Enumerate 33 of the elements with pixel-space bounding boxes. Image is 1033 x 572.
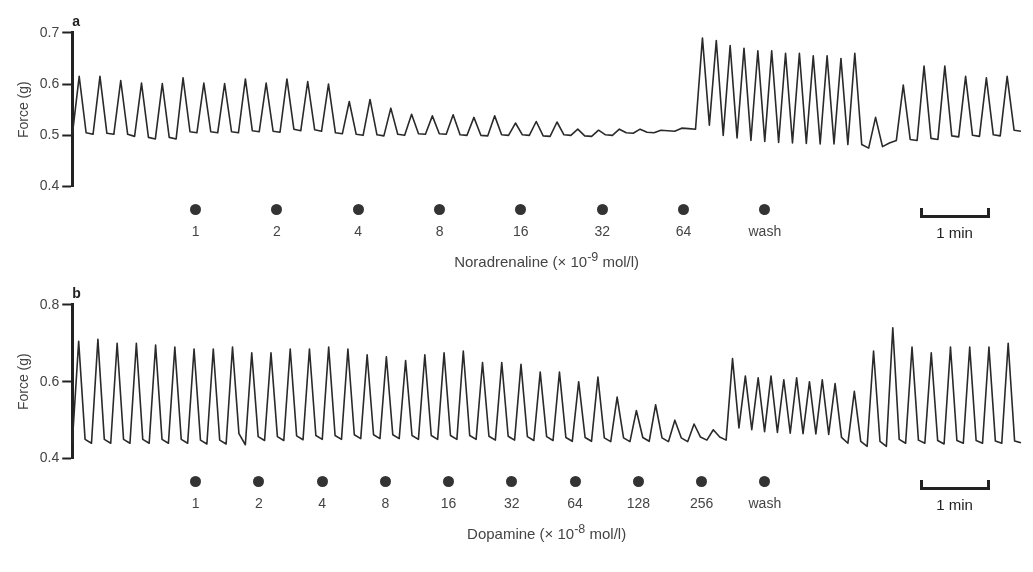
y-tick-label: 0.6 [39,372,60,389]
text: 128 [626,495,650,511]
text: 16 [513,223,529,239]
text: 2 [254,495,263,511]
text: 1 [191,223,200,239]
text: 4 [354,223,363,239]
x-axis-title: Noradrenaline (× 10$^{-9}$ mol/l) [453,250,641,270]
text: 1 [191,495,200,511]
text: 1 min [936,224,973,241]
text: 8 [435,223,444,239]
y-tick-label: 0.4 [39,449,60,466]
text: 64 [675,223,692,239]
text: 64 [567,495,583,511]
y-tick-label: 0.4 [39,177,60,194]
y-tick-label: 0.5 [39,126,60,143]
text: wash [748,223,782,239]
y-tick-label: 0.6 [39,74,60,91]
text: 16 [440,495,457,511]
text: 4 [318,495,326,511]
chart-title: a [72,13,81,30]
text: 32 [504,495,520,511]
x-axis-title: Dopamine (× 10$^{-8}$ mol/l) [466,522,628,542]
text: 256 [689,495,714,511]
text: wash [748,495,782,511]
text: 2 [273,223,281,239]
text: 8 [381,495,390,511]
y-tick-label: 0.8 [39,295,60,312]
chart-title: b [72,285,81,302]
y-axis-title: Force (g) [15,81,32,139]
text: 1 min [936,496,973,513]
text: 32 [594,223,610,239]
y-axis-title: Force (g) [15,353,32,411]
y-tick-label: 0.7 [39,23,60,40]
